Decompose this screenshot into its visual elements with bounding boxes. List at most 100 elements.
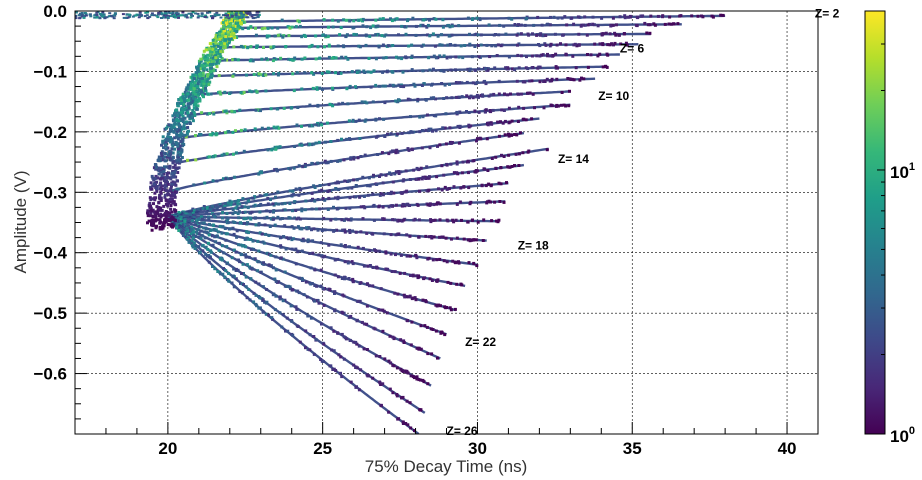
heatmap-cell (149, 185, 153, 189)
heatmap-cell (427, 235, 431, 239)
heatmap-cell (273, 308, 277, 312)
band-z-2 (240, 13, 726, 24)
heatmap-cell (470, 55, 474, 59)
heatmap-cell (178, 212, 182, 215)
heatmap-cell (244, 201, 248, 205)
heatmap-cell (484, 184, 488, 188)
heatmap-cell (309, 199, 313, 203)
heatmap-cell (164, 143, 168, 147)
heatmap-cell (221, 14, 225, 17)
heatmap-cell (391, 218, 395, 222)
heatmap-cell (513, 68, 517, 72)
heatmap-cell (381, 217, 385, 221)
heatmap-cell (339, 71, 343, 75)
heatmap-cell (408, 178, 412, 181)
heatmap-cell (397, 232, 401, 236)
heatmap-cell (174, 168, 178, 172)
heatmap-cell (165, 218, 169, 222)
heatmap-cell (552, 15, 556, 19)
heatmap-cell (406, 254, 410, 258)
heatmap-cell (195, 230, 199, 234)
heatmap-cell (417, 275, 421, 279)
heatmap-cell (417, 378, 421, 382)
heatmap-cell (232, 29, 236, 33)
heatmap-cell (153, 213, 157, 217)
heatmap-cell (371, 192, 375, 196)
heatmap-cell (431, 32, 435, 36)
heatmap-cell (298, 186, 302, 190)
heatmap-cell (405, 295, 409, 299)
heatmap-cell (160, 154, 164, 158)
heatmap-cell (234, 267, 238, 271)
heatmap-cell (234, 26, 238, 30)
heatmap-cell (170, 210, 174, 214)
heatmap-cell (249, 45, 253, 49)
heatmap-cell (194, 221, 198, 225)
heatmap-cell (171, 201, 175, 205)
heatmap-cell (333, 292, 336, 295)
heatmap-cell (274, 195, 277, 199)
heatmap-cell (457, 55, 461, 59)
heatmap-cell (270, 316, 274, 320)
heatmap-cell (257, 204, 261, 207)
heatmap-cell (176, 104, 180, 108)
heatmap-cell (231, 208, 235, 211)
heatmap-cell (171, 11, 175, 14)
heatmap-cell (427, 129, 431, 132)
heatmap-cell (328, 102, 332, 106)
band-z-9 (190, 89, 571, 118)
heatmap-cell (232, 14, 236, 18)
heatmap-cell (177, 126, 181, 129)
heatmap-cell (213, 267, 217, 271)
heatmap-cell (218, 59, 222, 63)
heatmap-cell (218, 30, 222, 34)
heatmap-cell (577, 43, 581, 47)
heatmap-cell (405, 319, 409, 322)
heatmap-cell (197, 245, 201, 249)
heatmap-cell (434, 329, 438, 333)
heatmap-cell (356, 156, 360, 160)
heatmap-cell (382, 56, 386, 60)
heatmap-cell (438, 235, 442, 239)
heatmap-cell (164, 220, 168, 224)
heatmap-cell (445, 187, 449, 191)
band-z-18 (169, 215, 487, 243)
heatmap-cell (257, 249, 261, 253)
heatmap-cell (149, 211, 153, 215)
heatmap-cell (613, 41, 617, 45)
heatmap-cell (158, 159, 162, 163)
heatmap-cell (204, 252, 208, 256)
heatmap-cell (182, 121, 186, 125)
heatmap-cell (230, 29, 234, 33)
heatmap-cell (349, 217, 353, 221)
heatmap-cell (193, 114, 197, 117)
heatmap-cell (392, 149, 396, 153)
heatmap-cell (225, 245, 229, 249)
heatmap-cell (179, 157, 182, 161)
heatmap-cell (290, 193, 294, 197)
heatmap-cell (458, 124, 462, 128)
heatmap-cell (544, 43, 548, 47)
heatmap-cell (260, 171, 263, 175)
heatmap-cell (153, 196, 157, 200)
heatmap-cell (224, 109, 228, 113)
heatmap-cell (567, 104, 571, 108)
heatmap-cell (227, 41, 231, 45)
heatmap-cell (225, 111, 229, 115)
heatmap-cell (258, 210, 262, 214)
heatmap-cell (254, 33, 258, 37)
heatmap-cell (243, 20, 247, 24)
heatmap-cell (178, 153, 182, 157)
heatmap-cell (428, 18, 431, 22)
heatmap-cell (257, 222, 261, 226)
heatmap-cell (506, 93, 510, 97)
heatmap-cell (245, 73, 248, 77)
heatmap-cell (430, 83, 433, 87)
heatmap-cell (418, 218, 421, 222)
heatmap-cell (490, 219, 494, 223)
heatmap-cell (440, 43, 444, 47)
band-z-5 (225, 41, 639, 50)
heatmap-cell (271, 202, 275, 206)
heatmap-cell (388, 44, 392, 48)
